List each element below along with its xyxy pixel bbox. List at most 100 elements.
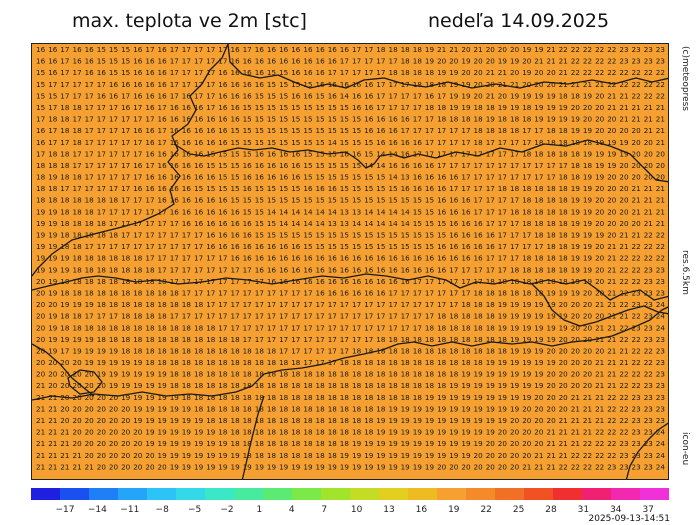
temp-value: 17 (133, 242, 142, 251)
temp-value: 19 (559, 115, 569, 124)
colorbar-segment (379, 488, 408, 500)
temp-value: 16 (461, 219, 471, 228)
temp-value: 18 (85, 196, 95, 205)
temp-value: 20 (85, 404, 95, 413)
temp-value: 17 (303, 323, 312, 332)
temp-value: 18 (243, 347, 253, 356)
temp-value: 17 (413, 323, 422, 332)
temp-value: 24 (656, 439, 666, 448)
temp-value: 22 (619, 289, 628, 298)
temp-value: 15 (206, 149, 215, 158)
temp-value: 17 (279, 347, 288, 356)
temp-value: 22 (619, 277, 628, 286)
temp-value: 19 (73, 300, 83, 309)
temp-value: 18 (352, 393, 362, 402)
temp-value: 17 (316, 335, 325, 344)
temp-value: 20 (595, 289, 605, 298)
temp-value: 18 (218, 381, 228, 390)
temp-value: 17 (158, 254, 167, 263)
temp-value: 17 (267, 312, 276, 321)
temp-value: 22 (644, 242, 653, 251)
temp-value: 18 (231, 439, 241, 448)
temp-value: 18 (413, 80, 423, 89)
temp-value: 17 (413, 149, 422, 158)
temp-value: 18 (486, 312, 496, 321)
temp-value: 15 (352, 196, 361, 205)
temp-value: 18 (510, 207, 520, 216)
temp-value: 15 (303, 138, 312, 147)
temp-value: 19 (85, 358, 95, 367)
temp-value: 18 (547, 184, 557, 193)
temp-value: 23 (656, 416, 665, 425)
temp-value: 17 (73, 80, 82, 89)
temp-value: 17 (255, 277, 264, 286)
temp-value: 19 (547, 358, 557, 367)
temp-value: 16 (255, 80, 265, 89)
temp-value: 16 (231, 57, 241, 66)
temp-value: 16 (145, 68, 155, 77)
temp-value: 21 (583, 393, 592, 402)
temp-value: 22 (559, 45, 568, 54)
temp-value: 19 (145, 381, 155, 390)
temp-value: 18 (48, 184, 58, 193)
temp-value: 21 (498, 68, 507, 77)
temp-value: 16 (474, 231, 484, 240)
temp-value: 20 (109, 404, 119, 413)
temp-value: 20 (534, 428, 544, 437)
temp-value: 19 (401, 416, 411, 425)
temp-value: 17 (109, 149, 118, 158)
temp-value: 17 (36, 149, 45, 158)
temp-value: 19 (425, 462, 435, 471)
temp-value: 17 (231, 300, 240, 309)
temp-value: 19 (583, 196, 593, 205)
temp-value: 19 (121, 381, 131, 390)
temp-value: 16 (449, 242, 459, 251)
temp-value: 20 (60, 381, 70, 390)
temp-value: 21 (619, 115, 628, 124)
border-central-ridge (173, 139, 668, 183)
temp-value: 15 (328, 231, 337, 240)
temp-value: 17 (389, 103, 398, 112)
temp-value: 16 (97, 68, 107, 77)
temp-value: 15 (352, 184, 361, 193)
temp-value: 17 (340, 300, 349, 309)
temp-value: 20 (474, 68, 484, 77)
temp-value: 20 (36, 300, 46, 309)
temp-value: 15 (36, 91, 45, 100)
temp-value: 19 (619, 149, 629, 158)
temp-value: 20 (607, 115, 617, 124)
temp-value: 16 (182, 115, 192, 124)
temp-value: 18 (401, 370, 411, 379)
temp-value: 16 (413, 184, 423, 193)
temp-value: 15 (340, 231, 349, 240)
temp-value: 18 (389, 393, 399, 402)
temp-value: 18 (534, 184, 544, 193)
temp-value: 17 (486, 149, 495, 158)
temp-value: 23 (632, 57, 641, 66)
temp-value: 17 (474, 265, 483, 274)
temp-value: 20 (607, 126, 617, 135)
temp-value: 15 (437, 219, 446, 228)
temp-value: 19 (36, 207, 46, 216)
temp-value: 19 (449, 103, 459, 112)
temp-value: 20 (121, 462, 131, 471)
temp-value: 20 (60, 416, 70, 425)
temp-value: 16 (218, 231, 228, 240)
temp-value: 20 (486, 462, 496, 471)
temp-value: 19 (425, 416, 435, 425)
temp-value: 16 (170, 173, 180, 182)
temp-value: 20 (595, 254, 605, 263)
temp-value: 16 (170, 138, 180, 147)
temp-value: 19 (340, 451, 350, 460)
temp-value: 17 (413, 115, 422, 124)
temp-value: 16 (206, 173, 216, 182)
temp-value: 23 (619, 451, 628, 460)
temp-value: 15 (243, 196, 252, 205)
temp-value: 16 (437, 173, 447, 182)
temp-value: 17 (182, 242, 191, 251)
temp-value: 17 (267, 300, 276, 309)
temp-value: 19 (498, 370, 508, 379)
temp-value: 18 (547, 207, 557, 216)
temp-value: 15 (316, 173, 325, 182)
temp-value: 21 (534, 451, 543, 460)
